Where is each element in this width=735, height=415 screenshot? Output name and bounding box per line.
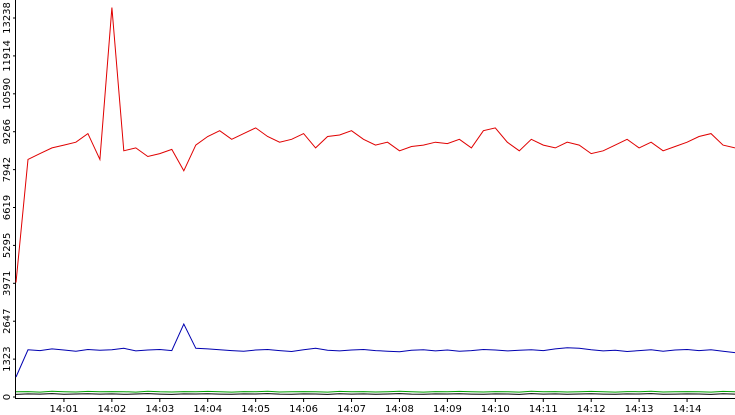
series-line [15, 322, 735, 378]
y-tick-label: 0 [2, 394, 13, 400]
x-tick-label: 14:07 [337, 404, 366, 415]
x-tick-label: 14:01 [50, 404, 79, 415]
y-tick-label: 9266 [2, 119, 13, 144]
series-line [15, 7, 735, 283]
x-tick-label: 14:04 [193, 404, 222, 415]
x-tick-label: 14:03 [145, 404, 174, 415]
x-tick-label: 14:02 [97, 404, 126, 415]
y-tick-label: 2647 [2, 308, 13, 333]
x-tick-label: 14:09 [433, 404, 462, 415]
x-tick-label: 14:14 [673, 404, 702, 415]
series-line [15, 393, 735, 395]
x-tick-label: 14:13 [625, 404, 654, 415]
x-tick-label: 14:06 [289, 404, 318, 415]
x-tick-label: 14:05 [241, 404, 270, 415]
x-tick-label: 14:12 [577, 404, 606, 415]
y-tick-label: 7942 [2, 157, 13, 182]
y-tick-label: 10590 [2, 78, 13, 110]
series-line [15, 390, 735, 393]
y-tick-label: 5295 [2, 233, 13, 258]
x-tick-label: 14:08 [385, 404, 414, 415]
y-tick-label: 13238 [2, 2, 13, 34]
x-tick-label: 14:11 [529, 404, 558, 415]
y-tick-label: 1323 [2, 346, 13, 371]
y-tick-label: 11914 [2, 40, 13, 72]
x-tick-label: 14:10 [481, 404, 510, 415]
y-tick-label: 6619 [2, 195, 13, 220]
y-tick-label: 3971 [2, 271, 13, 296]
